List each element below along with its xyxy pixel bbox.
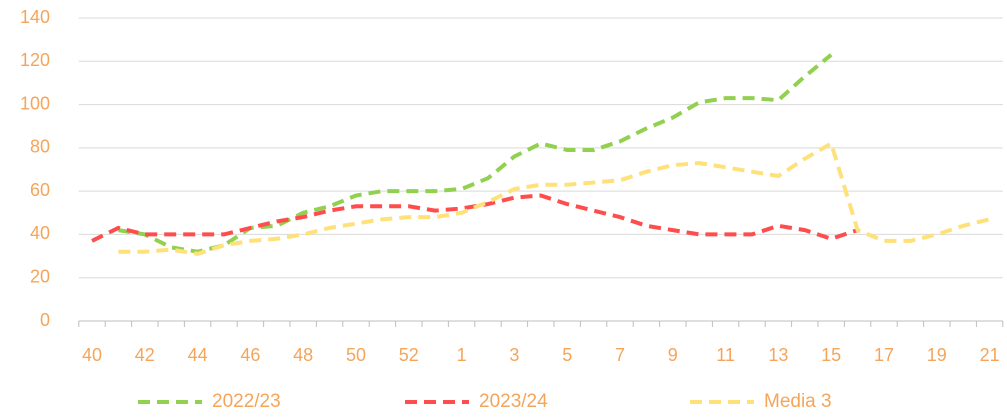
y-tick-label: 60 xyxy=(30,180,50,200)
y-tick-label: 0 xyxy=(40,310,50,330)
x-tick-label: 50 xyxy=(346,345,366,365)
series-line xyxy=(118,53,833,254)
y-tick-label: 40 xyxy=(30,223,50,243)
series-line xyxy=(118,140,991,256)
x-tick-label: 13 xyxy=(768,345,788,365)
x-tick-label: 17 xyxy=(874,345,894,365)
x-tick-label: 48 xyxy=(293,345,313,365)
legend-label: Media 3 xyxy=(764,391,832,412)
x-tick-label: 7 xyxy=(615,345,625,365)
y-tick-label: 120 xyxy=(20,50,50,70)
x-tick-label: 3 xyxy=(509,345,519,365)
x-tick-label: 15 xyxy=(821,345,841,365)
x-tick-label: 9 xyxy=(668,345,678,365)
x-tick-label: 5 xyxy=(562,345,572,365)
x-tick-label: 40 xyxy=(82,345,102,365)
y-tick-label: 140 xyxy=(20,7,50,27)
legend-label: 2023/24 xyxy=(479,391,548,412)
x-tick-label: 19 xyxy=(927,345,947,365)
legend-label: 2022/23 xyxy=(212,391,281,412)
y-tick-label: 20 xyxy=(30,266,50,286)
y-tick-label: 80 xyxy=(30,137,50,157)
x-tick-label: 21 xyxy=(980,345,1000,365)
x-tick-label: 44 xyxy=(188,345,208,365)
x-tick-label: 52 xyxy=(399,345,419,365)
x-tick-label: 1 xyxy=(457,345,467,365)
x-tick-label: 42 xyxy=(135,345,155,365)
x-tick-label: 46 xyxy=(240,345,260,365)
x-tick-label: 11 xyxy=(716,345,735,365)
y-tick-label: 100 xyxy=(20,93,50,113)
